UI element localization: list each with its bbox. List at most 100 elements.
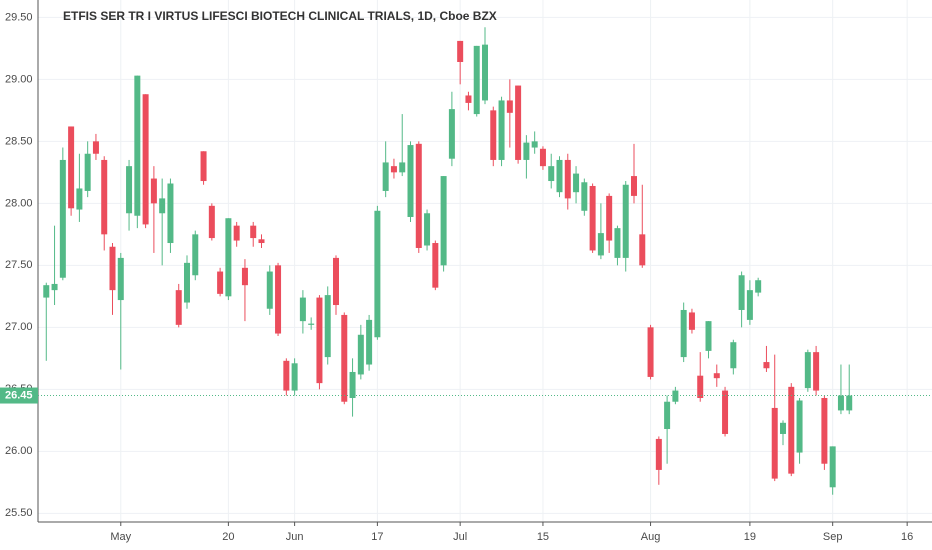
- candle-body: [573, 173, 580, 193]
- candles: [43, 27, 853, 495]
- candle-body: [804, 352, 811, 389]
- candle-body: [316, 297, 323, 384]
- candle-body: [523, 142, 530, 160]
- candle-body: [333, 257, 339, 306]
- x-tick-label: 19: [744, 531, 756, 543]
- candle-body: [465, 95, 472, 103]
- candle-body: [349, 371, 356, 399]
- candle-body: [101, 159, 108, 235]
- candle-body: [341, 314, 348, 402]
- candle-body: [655, 438, 662, 470]
- x-tick-label: May: [110, 531, 131, 543]
- candle-body: [515, 85, 522, 160]
- x-tick-label: Sep: [823, 531, 843, 543]
- candle-body: [175, 290, 182, 325]
- candle-body: [424, 213, 431, 246]
- candle-body: [109, 246, 116, 291]
- candle-body: [117, 257, 124, 301]
- candle-body: [771, 407, 778, 479]
- x-tick-label: 17: [371, 531, 383, 543]
- candle-body: [548, 166, 555, 182]
- candle-body: [390, 166, 397, 173]
- candle-body: [217, 271, 224, 294]
- y-tick-label: 27.50: [5, 259, 33, 271]
- candle-body: [200, 151, 207, 182]
- candle-body: [606, 195, 613, 241]
- candle-body: [308, 323, 315, 325]
- candle-body: [813, 352, 820, 391]
- candle-body: [68, 126, 75, 209]
- chart-title: ETFIS SER TR I VIRTUS LIFESCI BIOTECH CL…: [63, 9, 497, 23]
- candle-body: [498, 100, 505, 160]
- candle-body: [490, 110, 497, 160]
- y-tick-label: 27.00: [5, 321, 33, 333]
- candle-body: [275, 265, 282, 334]
- candle-body: [150, 178, 157, 204]
- candle-body: [225, 218, 232, 297]
- candle-body: [457, 40, 464, 62]
- x-tick-label: 20: [222, 531, 234, 543]
- y-tick-label: 29.50: [5, 11, 33, 23]
- candle-body: [415, 143, 422, 248]
- candle-body: [159, 198, 166, 214]
- candle-body: [821, 398, 828, 464]
- candle-body: [763, 362, 770, 369]
- candle-body: [697, 375, 704, 399]
- candle-body: [482, 44, 488, 101]
- candle-body: [382, 162, 389, 191]
- candle-body: [233, 225, 240, 241]
- candle-body: [440, 176, 447, 266]
- candle-body: [796, 400, 803, 453]
- candle-body: [846, 395, 853, 411]
- candle-body: [357, 334, 364, 375]
- candle-body: [738, 275, 745, 310]
- candle-body: [51, 283, 58, 291]
- candle-body: [374, 210, 381, 338]
- candle-body: [134, 75, 141, 216]
- candle-body: [126, 166, 133, 214]
- candle-body: [258, 239, 265, 244]
- candle-body: [142, 94, 149, 225]
- candle-body: [564, 159, 571, 199]
- candle-body: [184, 262, 190, 303]
- candle-body: [755, 280, 762, 293]
- y-tick-label: 28.50: [5, 135, 33, 147]
- candle-body: [59, 159, 66, 278]
- candle-body: [506, 100, 513, 113]
- y-tick-label: 29.00: [5, 73, 33, 85]
- candle-body: [664, 401, 671, 430]
- candle-body: [680, 309, 687, 358]
- y-tick-label: 28.00: [5, 197, 33, 209]
- candle-body: [531, 141, 538, 148]
- y-tick-label: 26.00: [5, 445, 33, 457]
- candle-body: [432, 243, 439, 288]
- candle-body: [291, 363, 298, 391]
- candle-body: [92, 141, 99, 154]
- candle-body: [622, 184, 629, 258]
- last-price-label: 26.45: [5, 389, 33, 401]
- candle-body: [84, 153, 91, 191]
- x-tick-label: Aug: [641, 531, 661, 543]
- candle-body: [167, 183, 174, 244]
- candle-body: [473, 45, 480, 115]
- candle-body: [631, 176, 637, 196]
- x-tick-label: 15: [537, 531, 549, 543]
- candle-body: [589, 185, 596, 251]
- candle-body: [780, 422, 786, 434]
- x-tick-label: Jun: [286, 531, 304, 543]
- candle-body: [639, 234, 646, 266]
- candle-body: [324, 295, 331, 358]
- candle-body: [250, 225, 257, 239]
- y-tick-label: 25.50: [5, 507, 33, 519]
- candle-body: [407, 145, 414, 217]
- candle-body: [829, 446, 836, 488]
- candle-body: [299, 297, 306, 322]
- candle-body: [647, 327, 654, 377]
- candle-body: [539, 148, 546, 167]
- last-price-box: [0, 387, 38, 404]
- candle-body: [366, 319, 373, 365]
- candle-body: [746, 290, 753, 320]
- candle-body: [283, 360, 290, 391]
- candle-body: [266, 271, 273, 309]
